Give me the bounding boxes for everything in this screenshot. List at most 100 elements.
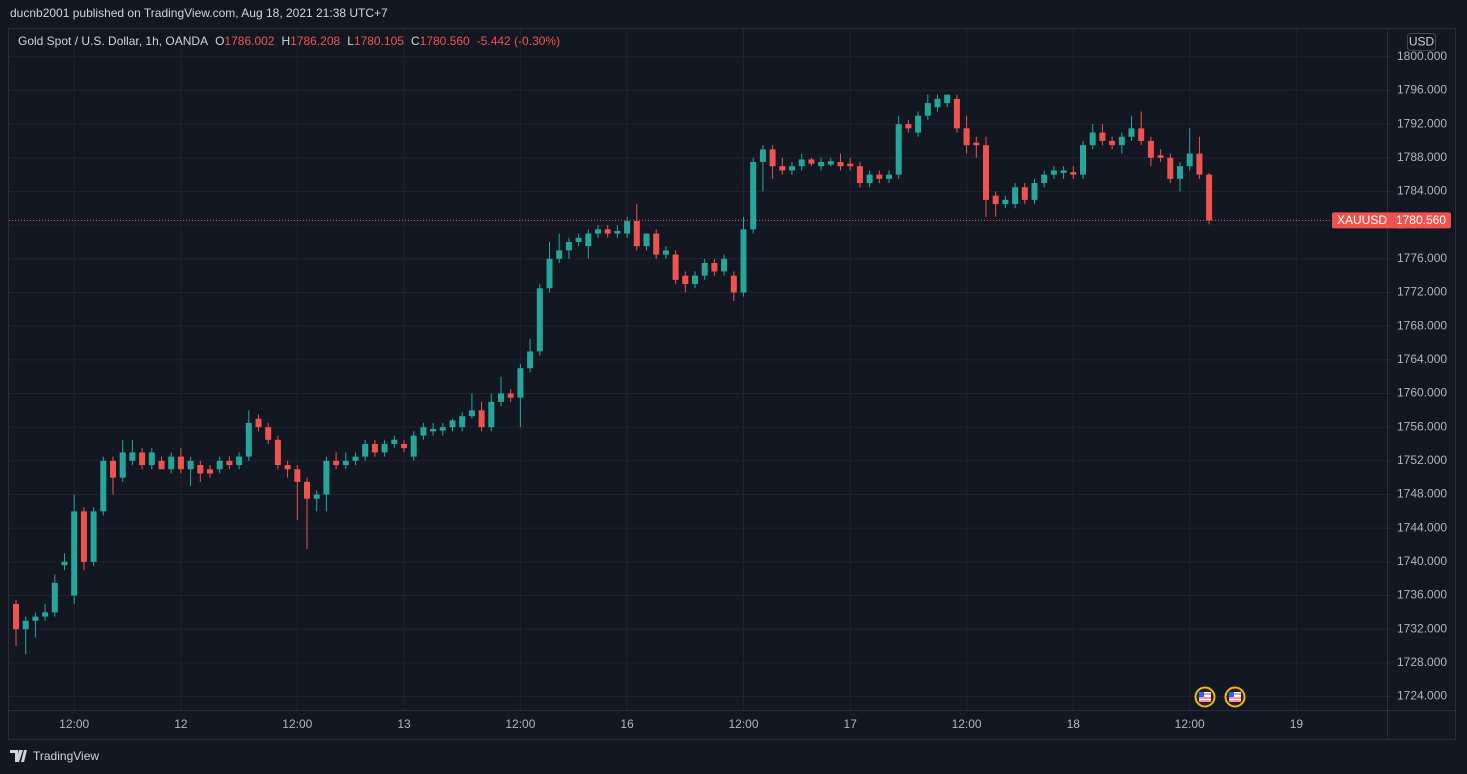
candle-body — [100, 460, 107, 512]
candle-body — [507, 393, 514, 398]
ohlc-change: -5.442 (-0.30%) — [477, 34, 560, 48]
candle-body — [779, 166, 786, 171]
candle-body — [672, 254, 679, 280]
candle-body — [1050, 170, 1057, 175]
candle-body — [119, 452, 126, 478]
candle-body — [284, 465, 291, 470]
candle-body — [1021, 187, 1028, 200]
candle-body — [1109, 140, 1116, 146]
candle-body — [187, 460, 194, 470]
candle-body — [575, 237, 582, 242]
candle-body — [216, 460, 223, 470]
candle-body — [410, 435, 417, 457]
candle-body — [934, 98, 941, 108]
candle-body — [207, 469, 213, 474]
candle-body — [595, 229, 601, 234]
candle-body — [789, 166, 795, 171]
x-tick-label: 12:00 — [282, 717, 312, 731]
candle-body — [944, 94, 951, 104]
ohlc-value: 1780.105 — [354, 34, 404, 48]
candle-body — [633, 220, 640, 247]
candle-body — [730, 275, 737, 293]
candle-body — [1070, 172, 1077, 175]
y-tick-label: 1740.000 — [1397, 554, 1447, 568]
y-tick-label: 1756.000 — [1397, 419, 1447, 433]
candle-body — [323, 460, 330, 495]
candle-body — [42, 612, 49, 617]
candle-body — [139, 452, 146, 466]
y-tick-label: 1724.000 — [1397, 689, 1447, 703]
y-tick-label: 1784.000 — [1397, 184, 1447, 198]
candle-body — [1196, 153, 1203, 175]
candle-body — [1147, 140, 1154, 158]
candle-body — [585, 233, 592, 247]
brand[interactable]: TradingView — [10, 749, 99, 763]
ohlc-key: C — [411, 34, 420, 48]
candle-body — [750, 162, 757, 230]
candle-body — [740, 229, 747, 293]
candle-body — [313, 494, 320, 499]
candle-body — [168, 456, 175, 470]
brand-name[interactable]: TradingView — [33, 749, 99, 763]
candle-body — [818, 162, 825, 167]
x-tick-label: 12 — [174, 717, 188, 731]
candle-body — [265, 427, 272, 440]
candles — [9, 94, 1387, 655]
candle-body — [1099, 132, 1106, 141]
candle-body — [769, 149, 776, 167]
ohlc-legend: Gold Spot / U.S. Dollar, 1h, OANDA O 1786… — [18, 34, 560, 48]
candle-body — [983, 145, 989, 200]
candle-body — [1031, 183, 1038, 200]
candle-body — [759, 149, 766, 163]
candle-body — [333, 460, 340, 466]
candle-body — [692, 275, 698, 285]
candle-body — [808, 159, 815, 164]
candle-body — [1118, 136, 1125, 146]
candle-body — [856, 166, 863, 184]
candle-body — [827, 161, 834, 165]
candle-body — [245, 422, 252, 457]
currency-button[interactable] — [1407, 33, 1436, 51]
candle-body — [837, 162, 844, 167]
candle-body — [1089, 132, 1096, 146]
candle-body — [129, 452, 136, 461]
y-tick-label: 1776.000 — [1397, 251, 1447, 265]
flag-canton — [1199, 692, 1204, 697]
candle-body — [1138, 128, 1145, 141]
ohlc-key: L — [347, 34, 354, 48]
y-tick-label: 1788.000 — [1397, 150, 1447, 164]
candle-body — [478, 410, 485, 428]
candle-body — [527, 351, 534, 369]
candle-body — [915, 115, 922, 133]
candle-body — [614, 231, 621, 234]
candle-body — [1167, 157, 1174, 179]
candle-body — [643, 233, 650, 247]
candle-body — [847, 163, 854, 167]
candle-body — [110, 460, 116, 478]
ohlc-value: 1780.560 — [420, 34, 470, 48]
y-tick-label: 1768.000 — [1397, 318, 1447, 332]
flag — [1229, 692, 1241, 702]
y-tick-label: 1792.000 — [1397, 116, 1447, 130]
currency-label[interactable]: USD — [1409, 35, 1435, 49]
candle-body — [886, 174, 892, 179]
candle-body — [371, 443, 378, 453]
candle-body — [1128, 128, 1135, 137]
candle-body — [158, 460, 165, 470]
candle-body — [401, 443, 407, 449]
candle-body — [13, 603, 19, 630]
publisher-line: ducnb2001 published on TradingView.com, … — [10, 6, 388, 20]
grid — [9, 29, 1387, 710]
y-tick-label: 1744.000 — [1397, 520, 1447, 534]
x-tick-label: 17 — [844, 717, 858, 731]
candle-body — [924, 103, 931, 116]
candle-body — [22, 620, 29, 630]
candle-body — [1080, 145, 1086, 175]
x-tick-label: 12:00 — [59, 717, 89, 731]
candle-body — [381, 443, 388, 453]
candle-body — [1041, 174, 1048, 184]
candle-body — [391, 439, 398, 444]
ohlc-value: 1786.208 — [290, 34, 340, 48]
x-tick-label: 16 — [620, 717, 634, 731]
candle-body — [876, 174, 883, 179]
